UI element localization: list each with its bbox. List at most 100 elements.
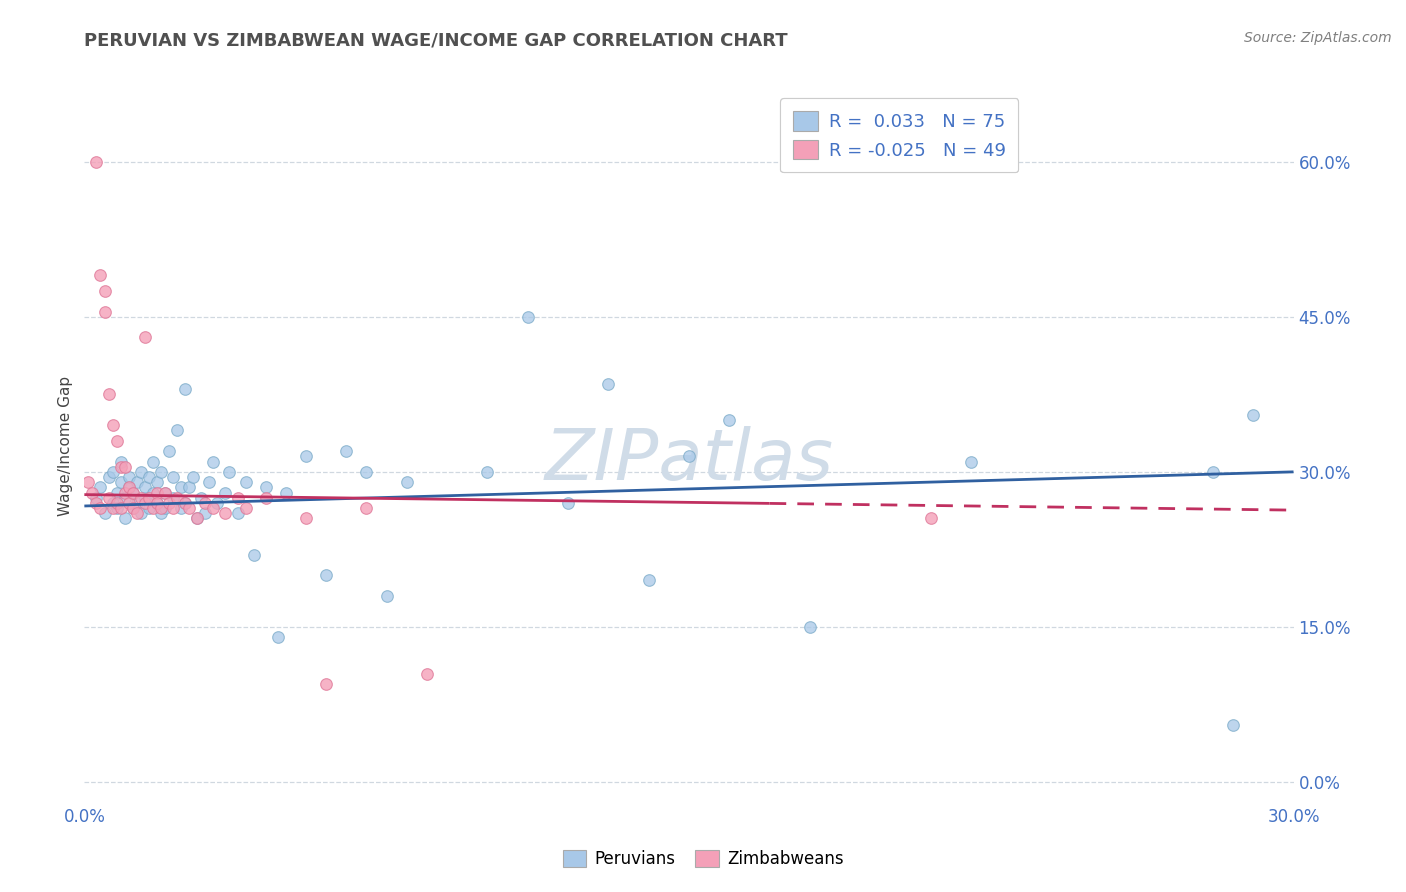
- Point: [134, 330, 156, 344]
- Point: [637, 574, 659, 588]
- Point: [162, 501, 184, 516]
- Point: [118, 480, 141, 494]
- Point: [121, 501, 143, 516]
- Legend: R =  0.033   N = 75, R = -0.025   N = 49: R = 0.033 N = 75, R = -0.025 N = 49: [780, 98, 1018, 172]
- Point: [121, 485, 143, 500]
- Point: [105, 485, 128, 500]
- Point: [179, 501, 201, 516]
- Point: [198, 475, 221, 490]
- Point: [242, 548, 264, 562]
- Point: [142, 454, 165, 468]
- Point: [174, 496, 197, 510]
- Point: [114, 485, 136, 500]
- Point: [170, 501, 193, 516]
- Point: [166, 491, 188, 505]
- Point: [149, 465, 172, 479]
- Point: [157, 444, 180, 458]
- Point: [557, 496, 579, 510]
- Point: [960, 454, 983, 468]
- Point: [186, 511, 208, 525]
- Point: [146, 485, 169, 500]
- Point: [235, 501, 257, 516]
- Point: [214, 485, 236, 500]
- Point: [125, 506, 148, 520]
- Point: [218, 465, 240, 479]
- Point: [799, 620, 821, 634]
- Point: [477, 465, 499, 479]
- Point: [226, 491, 249, 505]
- Legend: Peruvians, Zimbabweans: Peruvians, Zimbabweans: [555, 843, 851, 875]
- Point: [356, 465, 378, 479]
- Point: [138, 470, 160, 484]
- Point: [179, 480, 201, 494]
- Point: [516, 310, 538, 324]
- Point: [129, 491, 152, 505]
- Point: [121, 485, 143, 500]
- Point: [118, 496, 141, 510]
- Point: [138, 491, 160, 505]
- Point: [146, 496, 169, 510]
- Point: [202, 501, 225, 516]
- Point: [207, 496, 229, 510]
- Point: [118, 470, 141, 484]
- Point: [101, 501, 124, 516]
- Point: [194, 506, 217, 520]
- Point: [166, 424, 188, 438]
- Point: [181, 470, 204, 484]
- Point: [186, 511, 208, 525]
- Point: [920, 511, 942, 525]
- Point: [170, 480, 193, 494]
- Point: [598, 376, 620, 391]
- Point: [274, 485, 297, 500]
- Point: [254, 491, 277, 505]
- Point: [162, 491, 184, 505]
- Point: [114, 511, 136, 525]
- Point: [77, 475, 100, 490]
- Point: [1202, 465, 1225, 479]
- Point: [138, 501, 160, 516]
- Point: [89, 268, 111, 283]
- Point: [82, 485, 104, 500]
- Point: [93, 284, 115, 298]
- Point: [174, 496, 197, 510]
- Point: [162, 470, 184, 484]
- Point: [149, 501, 172, 516]
- Point: [86, 496, 108, 510]
- Point: [254, 480, 277, 494]
- Point: [214, 506, 236, 520]
- Point: [134, 480, 156, 494]
- Point: [105, 496, 128, 510]
- Point: [174, 382, 197, 396]
- Point: [142, 501, 165, 516]
- Point: [125, 496, 148, 510]
- Point: [89, 501, 111, 516]
- Point: [114, 459, 136, 474]
- Point: [97, 387, 120, 401]
- Point: [110, 454, 132, 468]
- Point: [118, 480, 141, 494]
- Point: [101, 465, 124, 479]
- Point: [146, 475, 169, 490]
- Point: [110, 501, 132, 516]
- Point: [267, 630, 290, 644]
- Point: [134, 491, 156, 505]
- Point: [93, 506, 115, 520]
- Point: [295, 450, 318, 464]
- Point: [105, 501, 128, 516]
- Point: [356, 501, 378, 516]
- Point: [718, 413, 741, 427]
- Point: [190, 491, 212, 505]
- Point: [142, 485, 165, 500]
- Point: [97, 470, 120, 484]
- Point: [295, 511, 318, 525]
- Point: [416, 666, 439, 681]
- Point: [315, 568, 337, 582]
- Point: [153, 485, 176, 500]
- Point: [226, 506, 249, 520]
- Point: [153, 501, 176, 516]
- Point: [86, 491, 108, 505]
- Text: PERUVIAN VS ZIMBABWEAN WAGE/INCOME GAP CORRELATION CHART: PERUVIAN VS ZIMBABWEAN WAGE/INCOME GAP C…: [84, 31, 787, 49]
- Point: [395, 475, 418, 490]
- Point: [121, 501, 143, 516]
- Point: [110, 459, 132, 474]
